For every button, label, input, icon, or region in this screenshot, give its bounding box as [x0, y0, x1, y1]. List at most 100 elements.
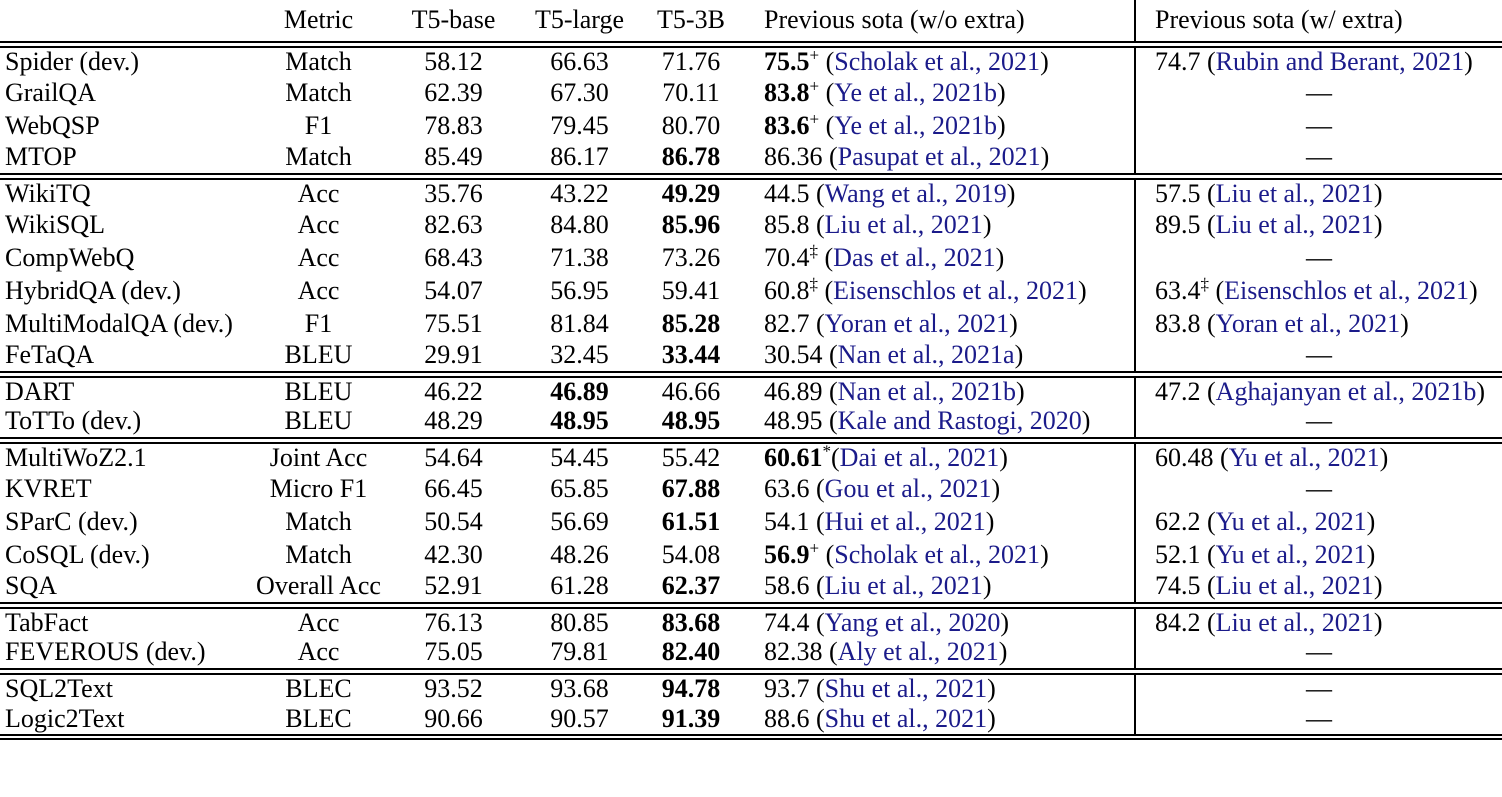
citation-link[interactable]: Shu et al., 2021 [824, 673, 988, 703]
sota-superscript-mark: ‡ [1200, 275, 1210, 294]
citation-link[interactable]: Nan et al., 2021b [837, 376, 1017, 406]
table-row: WikiSQL Acc 82.63 84.80 85.96 85.8 (Liu et al… [0, 209, 1502, 242]
task-name-cell: SQA [5, 572, 58, 601]
t5-large-value: 48.95 [550, 407, 609, 436]
sota-value: 47.2 [1155, 376, 1201, 406]
table-row: MTOP Match 85.49 86.17 86.78 86.36 (Pasupat e… [0, 143, 1502, 176]
citation-link[interactable]: Eisenschlos et al., 2021 [833, 276, 1078, 306]
sota-value: 74.5 [1155, 572, 1201, 601]
citation-link[interactable]: Liu et al., 2021 [1215, 607, 1374, 637]
citation-link[interactable]: Liu et al., 2021 [1215, 210, 1374, 240]
citation-link[interactable]: Gou et al., 2021 [824, 474, 992, 504]
citation-link[interactable]: Yoran et al., 2021 [824, 309, 1010, 339]
sota-value: 86.36 [764, 143, 823, 172]
citation-link[interactable]: Scholak et al., 2021 [834, 46, 1041, 76]
close-paren: ) [985, 507, 995, 537]
close-paren: ) [999, 442, 1008, 472]
sota-wo-extra-cell: 70.4‡ (Das et al., 2021) [745, 242, 1135, 275]
citation-link[interactable]: Yu et al., 2021 [1215, 507, 1367, 537]
citation-link[interactable]: Nan et al., 2021a [837, 341, 1015, 370]
task-name-cell: MultiWoZ2.1 [5, 442, 147, 472]
citation-link[interactable]: Liu et al., 2021 [824, 572, 983, 601]
close-paren: ) [1373, 178, 1383, 208]
citation-link[interactable]: Wang et al., 2019 [824, 178, 1007, 208]
open-paren: ( [816, 704, 825, 733]
citation-link[interactable]: Pasupat et al., 2021 [837, 143, 1041, 172]
t5-large-value: 65.85 [550, 474, 609, 504]
t5-base-value: 29.91 [424, 341, 483, 370]
t5-3b-value: 71.76 [661, 46, 721, 76]
citation-link[interactable]: Yu et al., 2021 [1228, 442, 1380, 472]
citation-link[interactable]: Liu et al., 2021 [824, 210, 983, 240]
metric-cell: Micro F1 [269, 474, 368, 504]
t5-large-value: 86.17 [550, 143, 609, 172]
citation-link[interactable]: Yang et al., 2020 [824, 607, 1001, 637]
sota-w-extra-cell: — [1134, 242, 1502, 275]
open-paren: ( [1207, 376, 1216, 406]
sota-value: 75.5 [764, 46, 810, 76]
sota-w-extra-cell: 47.2 (Aghajanyan et al., 2021b) [1134, 374, 1502, 407]
citation-link[interactable]: Yoran et al., 2021 [1215, 309, 1401, 339]
citation-link[interactable]: Aghajanyan et al., 2021b [1215, 376, 1477, 406]
open-paren: ( [829, 143, 838, 172]
metric-cell: Match [285, 78, 352, 108]
open-paren: ( [831, 442, 840, 472]
open-paren: ( [824, 276, 834, 306]
sota-w-extra-cell: — [1134, 143, 1502, 176]
t5-large-value: 32.45 [550, 341, 609, 370]
citation-link[interactable]: Ye et al., 2021b [834, 78, 998, 108]
t5-base-value: 46.22 [424, 376, 483, 406]
open-paren: ( [1207, 607, 1216, 637]
metric-cell: BLEC [285, 704, 352, 733]
citation-link[interactable]: Eisenschlos et al., 2021 [1224, 276, 1469, 306]
citation-link[interactable]: Shu et al., 2021 [824, 704, 988, 733]
sota-wo-extra-cell: 86.36 (Pasupat et al., 2021) [745, 143, 1135, 176]
citation-link[interactable]: Kale and Rastogi, 2020 [837, 407, 1082, 436]
close-paren: ) [1009, 309, 1018, 339]
sota-value: 60.48 [1155, 442, 1214, 472]
t5-large-value: 79.81 [550, 638, 609, 667]
task-name-cell: ToTTo (dev.) [5, 407, 142, 436]
citation-link[interactable]: Rubin and Berant, 2021 [1215, 46, 1465, 76]
citation-link[interactable]: Dai et al., 2021 [839, 442, 1000, 472]
sota-value: 89.5 [1155, 210, 1201, 240]
citation-link[interactable]: Liu et al., 2021 [1215, 572, 1374, 601]
open-paren: ( [825, 111, 835, 141]
metric-cell: Match [285, 540, 352, 570]
open-paren: ( [829, 376, 838, 406]
sota-w-extra-cell: 83.8 (Yoran et al., 2021) [1134, 308, 1502, 341]
sota-value: 84.2 [1155, 607, 1201, 637]
t5-large-value: 54.45 [550, 442, 609, 472]
citation-link[interactable]: Scholak et al., 2021 [834, 540, 1041, 570]
sota-value: 83.6 [764, 111, 810, 141]
close-paren: ) [991, 474, 1001, 504]
citation-link[interactable]: Hui et al., 2021 [824, 507, 986, 537]
t5-base-value: 93.52 [424, 673, 483, 703]
t5-3b-value: 67.88 [661, 474, 721, 504]
t5-base-value: 82.63 [424, 210, 483, 240]
t5-large-value: 43.22 [550, 178, 609, 208]
t5-large-value: 56.69 [550, 507, 609, 537]
close-paren: ) [1366, 507, 1376, 537]
sota-w-extra-cell: — [1134, 110, 1502, 143]
citation-link[interactable]: Das et al., 2021 [833, 243, 996, 273]
t5-base-value: 75.05 [424, 638, 483, 667]
t5-3b-value: 80.70 [661, 111, 721, 141]
open-paren: ( [816, 309, 825, 339]
citation-link[interactable]: Yu et al., 2021 [1215, 540, 1367, 570]
sota-wo-extra-cell: 85.8 (Liu et al., 2021) [745, 209, 1135, 242]
citation-link[interactable]: Liu et al., 2021 [1215, 178, 1374, 208]
sota-value: 82.38 [764, 638, 823, 667]
citation-link[interactable]: Aly et al., 2021 [837, 638, 999, 667]
t5-3b-value: 33.44 [661, 341, 721, 370]
metric-cell: BLEU [284, 407, 353, 436]
column-header-t5-base: T5-base [411, 4, 496, 34]
citation-link[interactable]: Ye et al., 2021b [834, 111, 998, 141]
task-name-cell: GrailQA [5, 78, 96, 108]
sota-w-extra-cell: — [1134, 704, 1502, 737]
metric-cell: Acc [297, 178, 340, 208]
t5-large-value: 93.68 [550, 673, 609, 703]
header-row: Metric T5-base T5-large T5-3B Previous s… [0, 0, 1502, 44]
open-paren: ( [1207, 309, 1216, 339]
column-header-sota-w-extra: Previous sota (w/ extra) [1134, 0, 1502, 44]
